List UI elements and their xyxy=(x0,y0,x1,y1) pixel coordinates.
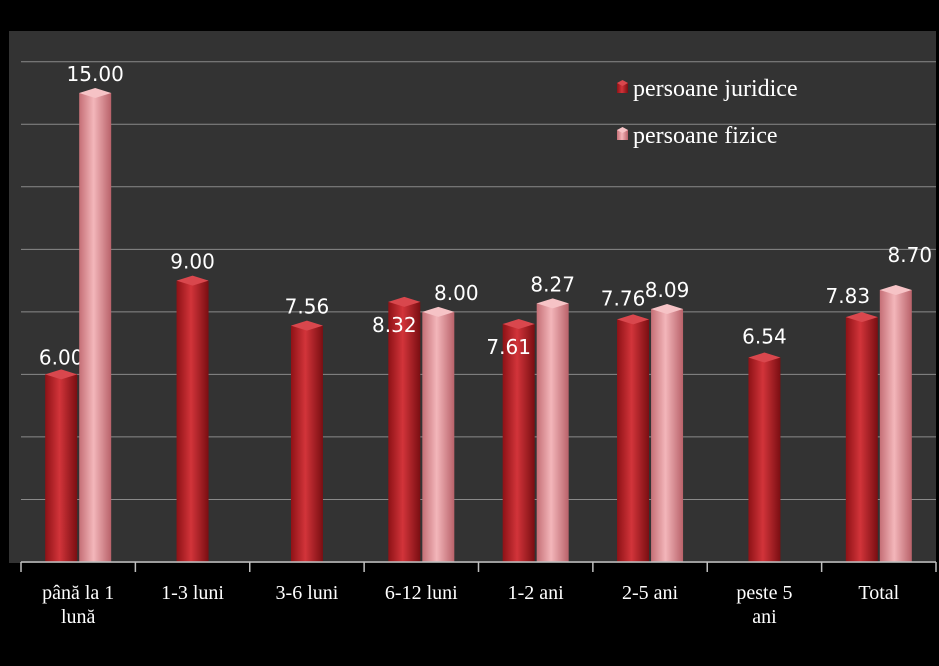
bar-persoane-juridice xyxy=(502,324,535,562)
bar-cap xyxy=(502,319,535,330)
data-label: 8.00 xyxy=(434,281,479,305)
data-label: 7.76 xyxy=(601,286,646,310)
data-label: 8.70 xyxy=(888,243,933,267)
gridlines xyxy=(21,61,936,500)
bar-cap xyxy=(651,304,684,315)
bars: 6.00 15.00 9.00 7.56 8.32 8.00 7.61 8.27 7.76 8.0… xyxy=(39,62,932,562)
bar-cap xyxy=(536,298,569,309)
x-tick-label: 6-12 luni xyxy=(385,582,458,604)
bar-persoane-juridice xyxy=(388,301,421,562)
legend-label: persoane juridice xyxy=(633,76,798,102)
x-tick-label: Total xyxy=(858,582,899,604)
x-tick-label: 1-2 ani xyxy=(508,582,565,604)
bar-cap xyxy=(422,306,455,317)
bar-persoane-fizice xyxy=(79,93,112,562)
bar-persoane-juridice xyxy=(617,319,650,562)
bar-cap xyxy=(176,275,209,286)
x-tick-label: până la 1 lună xyxy=(42,582,114,628)
bar-persoane-fizice xyxy=(651,309,684,562)
bar-cap xyxy=(845,312,878,323)
bar-persoane-fizice xyxy=(422,311,455,562)
bar-cap xyxy=(45,369,78,380)
data-label: 8.27 xyxy=(530,272,575,296)
data-label: 6.00 xyxy=(39,345,84,369)
data-label: 6.54 xyxy=(742,325,787,349)
data-label: 7.61 xyxy=(486,335,531,359)
bar-cap xyxy=(617,314,650,325)
legend-swatch-cap xyxy=(617,80,628,86)
bar-persoane-fizice xyxy=(536,303,569,562)
data-label: 15.00 xyxy=(67,62,124,86)
legend-swatch xyxy=(617,83,628,93)
bar-cap xyxy=(79,88,112,98)
bar-cap xyxy=(290,320,323,331)
legend-swatch-cap xyxy=(617,127,628,133)
legend: persoane juridice persoane fizice xyxy=(617,76,798,149)
bar-persoane-juridice xyxy=(176,280,209,562)
data-label: 8.32 xyxy=(372,313,417,337)
data-label: 8.09 xyxy=(645,278,690,302)
bar-persoane-juridice xyxy=(45,374,78,562)
x-tick-label: peste 5 ani xyxy=(736,582,792,628)
x-tick-label: 1-3 luni xyxy=(161,582,224,604)
bar-cap xyxy=(879,284,912,295)
x-axis: până la 1 lună 1-3 luni 3-6 luni 6-12 luni 1-… xyxy=(20,561,937,628)
bar-persoane-juridice xyxy=(290,325,323,562)
data-label: 9.00 xyxy=(170,250,215,274)
x-tick-label: 3-6 luni xyxy=(276,582,339,604)
bar-persoane-fizice xyxy=(879,289,912,562)
bar-persoane-juridice xyxy=(845,317,878,562)
data-label: 7.56 xyxy=(285,295,330,319)
plot-area xyxy=(9,31,936,563)
legend-swatch xyxy=(617,130,628,140)
data-label: 7.83 xyxy=(826,284,871,308)
bar-persoane-juridice xyxy=(748,357,781,562)
x-tick-label: 2-5 ani xyxy=(622,582,679,604)
bar-cap xyxy=(748,352,781,363)
bar-cap xyxy=(388,296,421,307)
legend-label: persoane fizice xyxy=(633,123,778,149)
